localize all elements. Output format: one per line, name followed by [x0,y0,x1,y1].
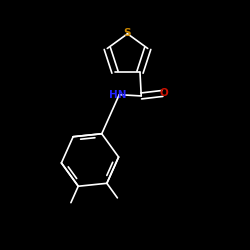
Text: O: O [159,88,168,99]
Text: S: S [124,28,131,38]
Text: HN: HN [109,90,127,100]
